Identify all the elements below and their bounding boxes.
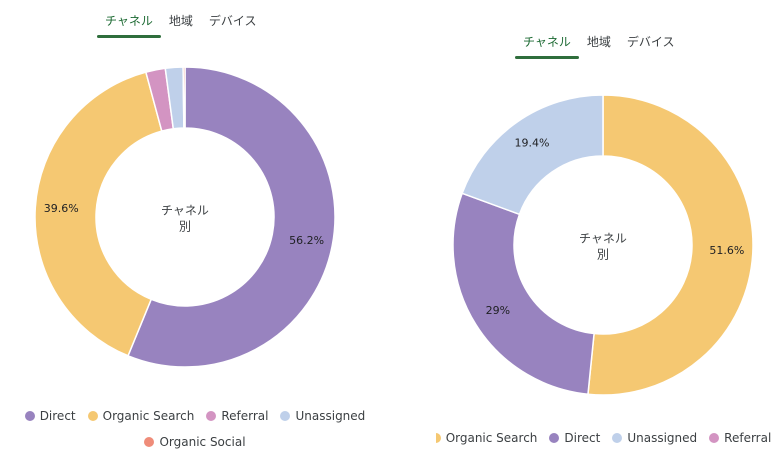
- legend-label: Organic Search: [102, 409, 195, 423]
- legend-item-unassigned[interactable]: Unassigned: [612, 431, 697, 445]
- legend-swatch: [612, 433, 623, 443]
- data-label-organic-search: 39.6%: [44, 202, 79, 215]
- chart-legend: Organic Search Direct Unassigned Referral: [428, 431, 779, 445]
- slice-organic-social[interactable]: [182, 66, 186, 129]
- legend-label: Organic Social: [159, 435, 246, 449]
- data-label-unassigned: 19.4%: [515, 136, 550, 149]
- center-label: 別: [179, 220, 191, 234]
- center-label: 別: [597, 248, 609, 262]
- legend-item-organic-search[interactable]: Organic Search: [87, 409, 195, 423]
- legend-swatch: [24, 411, 35, 421]
- dimension-tabs: チャネル 地域 デバイス: [515, 33, 683, 59]
- legend-swatch: [435, 433, 441, 443]
- legend-item-direct[interactable]: Direct: [549, 431, 600, 445]
- dimension-tabs: チャネル 地域 デバイス: [97, 12, 265, 38]
- legend-item-referral[interactable]: Referral: [206, 409, 268, 423]
- legend-label: Organic Search: [445, 431, 538, 445]
- data-label-direct: 56.2%: [289, 234, 324, 247]
- center-label: チャネル: [579, 232, 627, 246]
- legend-label: Referral: [221, 409, 269, 423]
- slice-organic-search[interactable]: [34, 71, 163, 357]
- legend-label: Unassigned: [295, 409, 366, 423]
- legend-label: Direct: [564, 431, 601, 445]
- legend-item-direct[interactable]: Direct: [24, 409, 76, 423]
- slice-unassigned[interactable]: [461, 94, 604, 216]
- tab-device[interactable]: デバイス: [208, 14, 257, 28]
- legend-swatch: [206, 411, 217, 421]
- legend-swatch: [87, 411, 98, 421]
- legend-label: Referral: [724, 431, 772, 445]
- legend-item-organic-social[interactable]: Organic Social: [144, 435, 246, 449]
- legend-swatch: [709, 433, 720, 443]
- legend-row: Organic Social: [0, 435, 390, 449]
- slice-organic-search[interactable]: [587, 94, 754, 396]
- chart-legend: Direct Organic Search Referral Unassigned Or…: [0, 409, 390, 449]
- data-label-direct: 29%: [486, 304, 510, 317]
- legend-item-organic-search[interactable]: Organic Search: [435, 431, 538, 445]
- legend-item-unassigned[interactable]: Unassigned: [280, 409, 365, 423]
- legend-swatch: [280, 411, 291, 421]
- legend-row: Organic Search Direct Unassigned Referral: [428, 431, 779, 445]
- legend-row: Direct Organic Search Referral Unassigned: [0, 409, 390, 423]
- data-label-organic-search: 51.6%: [709, 244, 744, 257]
- legend-item-referral[interactable]: Referral: [709, 431, 771, 445]
- tab-region[interactable]: 地域: [586, 35, 611, 49]
- tab-channel[interactable]: チャネル: [97, 12, 161, 38]
- center-label: チャネル: [161, 204, 209, 218]
- chart-panel-right: チャネル 地域 デバイス 51.6% 29% 19.4% チャネル別 Organic …: [390, 0, 779, 465]
- chart-panel-left: チャネル 地域 デバイス 56.2% 39.6% チャネル別 Direct Organ…: [0, 12, 390, 449]
- legend-label: Direct: [39, 409, 76, 423]
- legend-swatch: [144, 437, 155, 447]
- slice-direct[interactable]: [127, 66, 336, 368]
- tab-channel[interactable]: チャネル: [515, 33, 579, 59]
- legend-label: Unassigned: [627, 431, 698, 445]
- legend-swatch: [549, 433, 560, 443]
- tab-region[interactable]: 地域: [168, 14, 193, 28]
- tab-device[interactable]: デバイス: [626, 35, 675, 49]
- slice-direct[interactable]: [452, 192, 595, 396]
